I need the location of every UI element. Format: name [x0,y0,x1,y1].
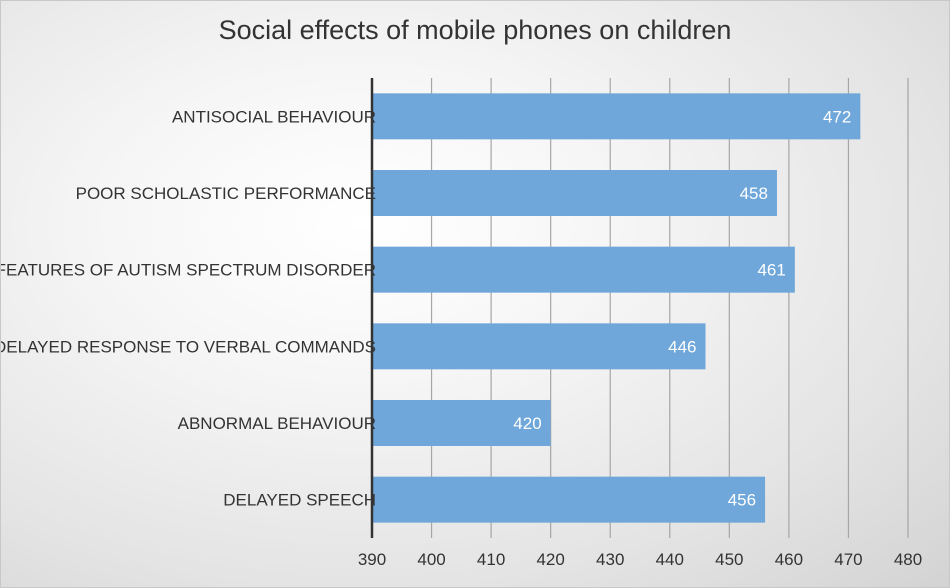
data-label: 461 [757,261,785,280]
data-label: 472 [823,107,851,126]
data-label: 420 [513,414,541,433]
chart-title: Social effects of mobile phones on child… [218,15,732,45]
x-tick-label: 460 [775,550,803,569]
bar [372,93,861,140]
x-tick-label: 390 [358,550,386,569]
x-tick-label: 450 [715,550,743,569]
category-label: DELAYED RESPONSE TO VERBAL COMMANDS [1,337,376,356]
x-tick-label: 400 [417,550,445,569]
data-label: 458 [740,184,768,203]
category-label: ANTISOCIAL BEHAVIOUR [172,107,376,126]
x-tick-label: 480 [894,550,922,569]
x-tick-label: 420 [536,550,564,569]
x-tick-label: 410 [477,550,505,569]
bar [372,400,551,446]
category-label: ABNORMAL BEHAVIOUR [178,414,376,433]
x-tick-label: 440 [656,550,684,569]
bar [372,246,795,293]
bar [372,170,777,216]
category-label: DELAYED SPEECH [223,491,376,510]
x-tick-label: 470 [834,550,862,569]
bar [372,476,766,523]
category-label: POOR SCHOLASTIC PERFORMANCE [76,184,376,203]
data-label: 446 [668,337,696,356]
x-tick-label: 430 [596,550,624,569]
data-label: 456 [728,491,756,510]
bar [372,323,706,370]
category-label: FEATURES OF AUTISM SPECTRUM DISORDER [1,261,376,280]
